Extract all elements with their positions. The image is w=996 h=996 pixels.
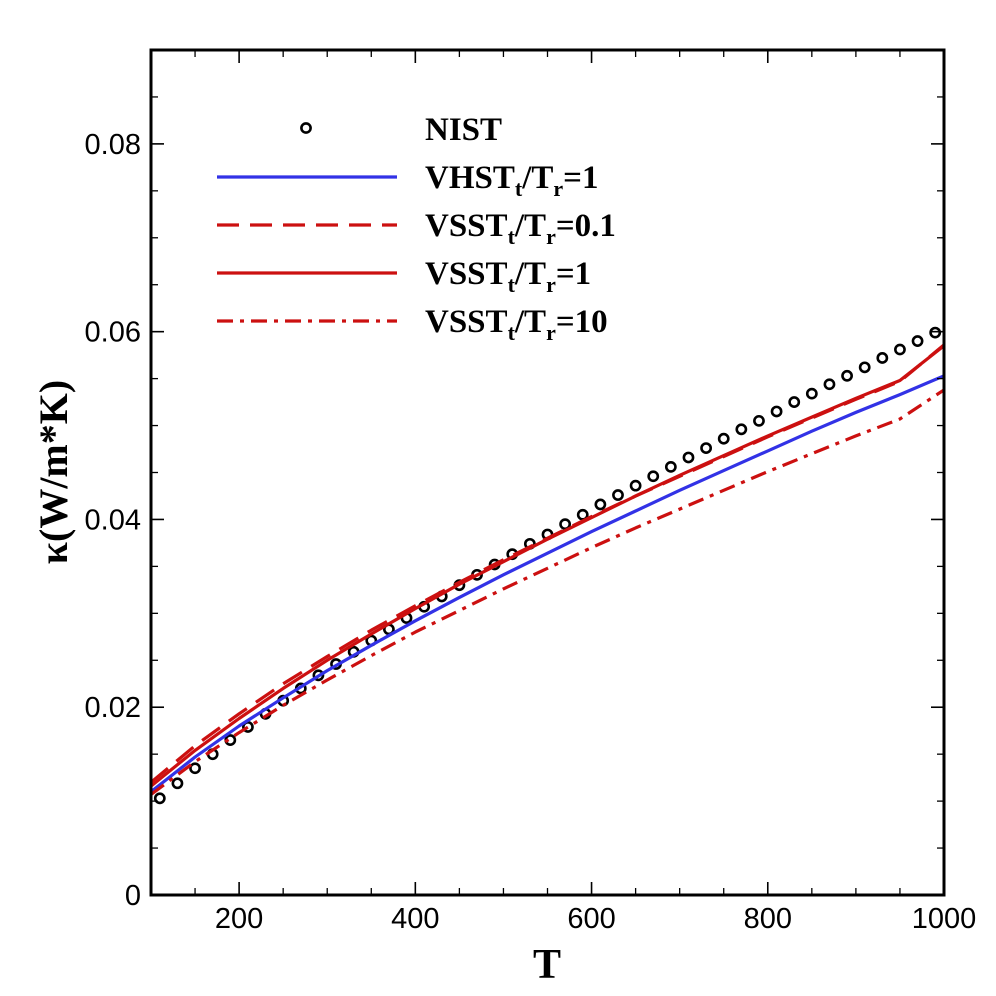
x-tick-label: 600 xyxy=(567,903,615,935)
legend-item: NIST xyxy=(300,112,502,148)
data-point xyxy=(612,489,624,501)
legend-label: VSSTt/Tr=1 xyxy=(425,256,591,297)
data-point xyxy=(647,470,660,483)
data-point xyxy=(594,498,607,511)
y-tick-label: 0.06 xyxy=(85,317,141,349)
legend-label: VSSTt/Tr=10 xyxy=(425,304,608,345)
y-axis-title: κ(W/m*K) xyxy=(31,380,76,564)
series-nist xyxy=(153,326,942,805)
data-point xyxy=(788,396,801,408)
x-axis-title: T xyxy=(533,942,561,988)
y-tick-label: 0.08 xyxy=(85,129,141,161)
x-tick-label: 200 xyxy=(215,903,263,935)
legend-item: VSSTt/Tr=1 xyxy=(217,256,591,297)
data-point xyxy=(717,432,730,445)
data-point xyxy=(858,361,871,374)
data-point xyxy=(664,460,677,473)
data-point xyxy=(805,387,818,400)
ticks-layer: 200 400 600 800 1000 0 0.02 0.04 0.06 0.08 xyxy=(85,49,977,935)
data-point xyxy=(894,343,906,356)
data-point xyxy=(700,442,712,454)
data-point xyxy=(876,352,889,364)
legend-marker xyxy=(300,122,312,134)
data-point xyxy=(911,335,924,347)
legend-item: VSSTt/Tr=10 xyxy=(217,304,608,345)
data-point xyxy=(735,423,748,436)
data-point xyxy=(823,378,836,391)
legend-item: VHSTt/Tr=1 xyxy=(217,160,598,201)
legend-label: VSSTt/Tr=0.1 xyxy=(425,208,616,249)
data-point xyxy=(171,777,184,790)
data-point xyxy=(682,451,695,464)
data-point xyxy=(189,762,201,775)
data-point xyxy=(559,518,572,531)
data-point xyxy=(629,479,642,492)
data-point xyxy=(770,405,783,418)
data-point xyxy=(242,721,254,733)
legend-label: VHSTt/Tr=1 xyxy=(425,160,598,201)
data-point xyxy=(841,369,853,382)
legend-label: NIST xyxy=(425,112,502,148)
data-point xyxy=(153,792,166,805)
plot-frame xyxy=(149,48,946,897)
y-tick-label: 0.04 xyxy=(85,504,141,536)
series-line-vsstt-tr-1 xyxy=(149,344,945,788)
series-layer xyxy=(149,326,946,805)
data-point xyxy=(929,326,942,339)
x-tick-label: 800 xyxy=(744,903,792,935)
data-point xyxy=(753,414,765,427)
legend-item: VSSTt/Tr=0.1 xyxy=(217,208,616,249)
data-point xyxy=(312,669,325,682)
y-tick-label: 0.02 xyxy=(85,692,141,724)
series-line-vhstt-tr-1 xyxy=(150,374,945,793)
x-tick-label: 1000 xyxy=(912,903,977,935)
series-line-vsstt-tr-10 xyxy=(150,388,945,796)
legend: NIST VHSTt/Tr=1 VSSTt/Tr=0.1 VSSTt/Tr=1 VSST… xyxy=(217,112,616,345)
x-tick-label: 400 xyxy=(391,903,439,935)
y-tick-label: 0 xyxy=(125,880,141,912)
